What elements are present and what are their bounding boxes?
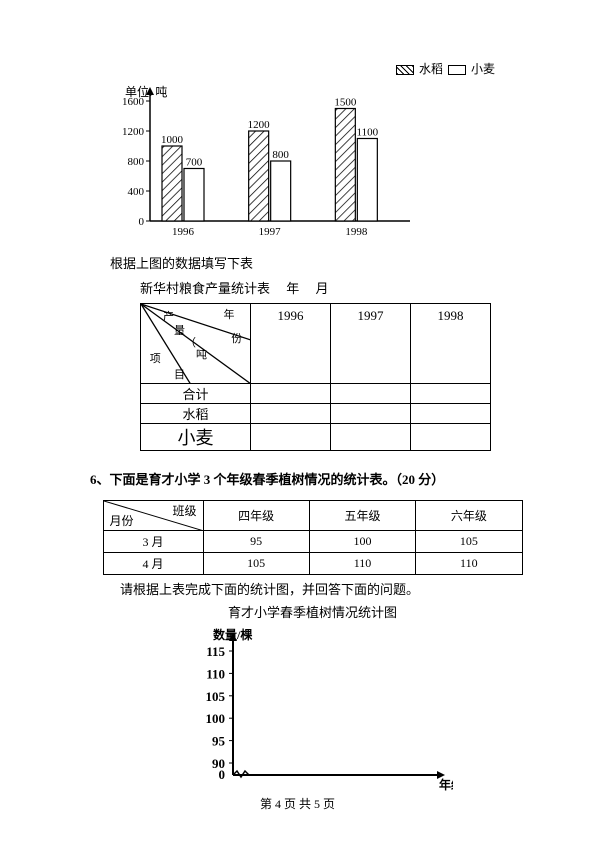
svg-text:目: 目 bbox=[174, 369, 185, 381]
svg-text:1200: 1200 bbox=[248, 119, 271, 131]
svg-text:0: 0 bbox=[139, 216, 145, 228]
svg-text:项: 项 bbox=[150, 352, 161, 365]
svg-text:1997: 1997 bbox=[259, 226, 282, 238]
svg-text:0: 0 bbox=[218, 767, 225, 782]
svg-text:吨: 吨 bbox=[196, 348, 207, 361]
svg-text:800: 800 bbox=[272, 149, 289, 161]
legend-rice-swatch bbox=[396, 65, 414, 75]
svg-text:1998: 1998 bbox=[345, 226, 368, 238]
svg-text:700: 700 bbox=[186, 157, 203, 169]
svg-text:1996: 1996 bbox=[172, 226, 195, 238]
chart2-title: 育才小学春季植树情况统计图 bbox=[90, 602, 535, 621]
tree-planting-table: 班级 月份四年级五年级六年级3 月951001054 月105110110 bbox=[103, 500, 523, 575]
svg-text:1100: 1100 bbox=[357, 127, 379, 139]
svg-text:800: 800 bbox=[128, 156, 145, 168]
svg-text:（: （ bbox=[185, 336, 196, 349]
svg-text:115: 115 bbox=[206, 644, 225, 659]
svg-text:份: 份 bbox=[231, 332, 242, 345]
svg-text:95: 95 bbox=[212, 734, 226, 749]
svg-text:105: 105 bbox=[205, 689, 225, 704]
legend-wheat-swatch bbox=[448, 65, 466, 75]
grain-output-chart: 水稻 小麦 单位: 吨04008001200160010007001996120… bbox=[110, 60, 535, 245]
legend-wheat-label: 小麦 bbox=[471, 62, 495, 76]
page-footer: 第 4 页 共 5 页 bbox=[0, 795, 595, 812]
svg-text:1000: 1000 bbox=[161, 134, 184, 146]
svg-text:400: 400 bbox=[128, 186, 145, 198]
svg-text:1500: 1500 bbox=[334, 97, 357, 109]
complete-chart-prompt: 请根据上表完成下面的统计图，并回答下面的问题。 bbox=[120, 579, 535, 598]
grain-stat-table: 年 份 产 量 （ 吨 项 目 199619971998合计水稻小麦 bbox=[140, 303, 491, 451]
svg-text:年级: 年级 bbox=[439, 777, 453, 792]
svg-text:100: 100 bbox=[205, 711, 225, 726]
fill-table-prompt: 根据上图的数据填写下表 bbox=[110, 253, 535, 272]
svg-text:1600: 1600 bbox=[122, 96, 145, 108]
tree-planting-chart: 数量/棵90951001051101150年级 bbox=[90, 625, 535, 799]
fill-table-title: 新华村粮食产量统计表 年 月 bbox=[140, 278, 535, 297]
svg-text:110: 110 bbox=[206, 666, 225, 681]
svg-text:1200: 1200 bbox=[122, 126, 145, 138]
legend-rice-label: 水稻 bbox=[419, 62, 443, 76]
svg-text:年: 年 bbox=[224, 307, 235, 321]
question-6: 6、下面是育才小学 3 个年级春季植树情况的统计表。（20 分） bbox=[90, 469, 535, 488]
svg-text:量: 量 bbox=[174, 324, 185, 337]
svg-text:产: 产 bbox=[163, 309, 174, 323]
